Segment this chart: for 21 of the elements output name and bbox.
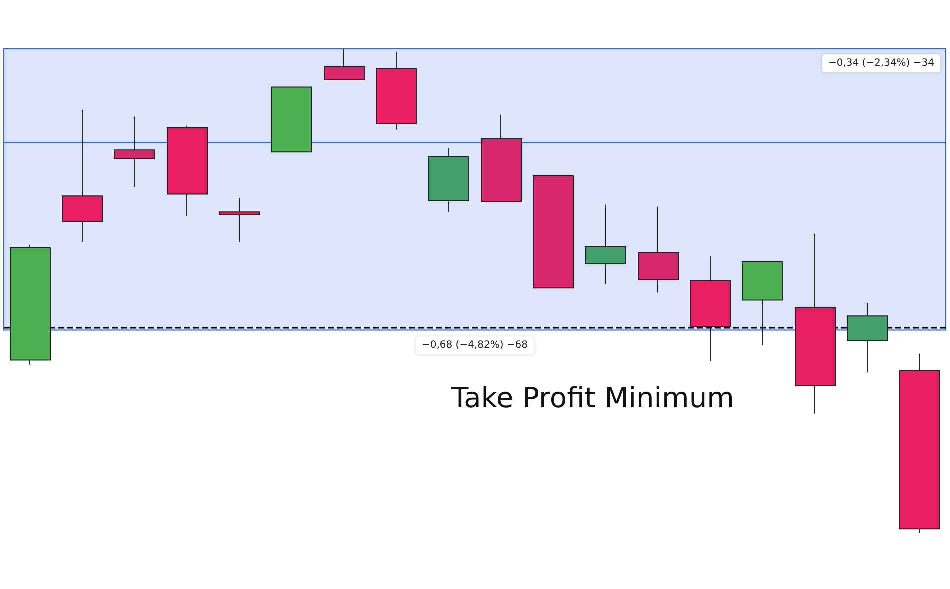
candlestick	[219, 198, 260, 243]
candlestick	[167, 125, 208, 216]
candlestick	[271, 86, 312, 153]
candlestick	[795, 233, 836, 414]
band-label: −0,34 (−2,34%) −34	[828, 58, 934, 69]
candlestick	[690, 256, 731, 362]
candlestick	[899, 353, 940, 534]
candlestick	[428, 148, 469, 213]
band-label: −0,68 (−4,82%) −68	[422, 340, 528, 352]
candlestick	[847, 302, 888, 374]
ref-line-label: Take Profit Minimum	[450, 381, 734, 414]
candlestick	[585, 204, 626, 285]
candlestick	[533, 175, 574, 289]
candlestick	[324, 48, 365, 80]
candlestick	[742, 261, 783, 346]
candlestick	[638, 206, 679, 294]
candlestick	[114, 116, 155, 188]
candlestick	[376, 51, 417, 130]
candlestick	[62, 109, 103, 243]
candlestick	[10, 244, 51, 366]
candlestick	[481, 114, 522, 202]
